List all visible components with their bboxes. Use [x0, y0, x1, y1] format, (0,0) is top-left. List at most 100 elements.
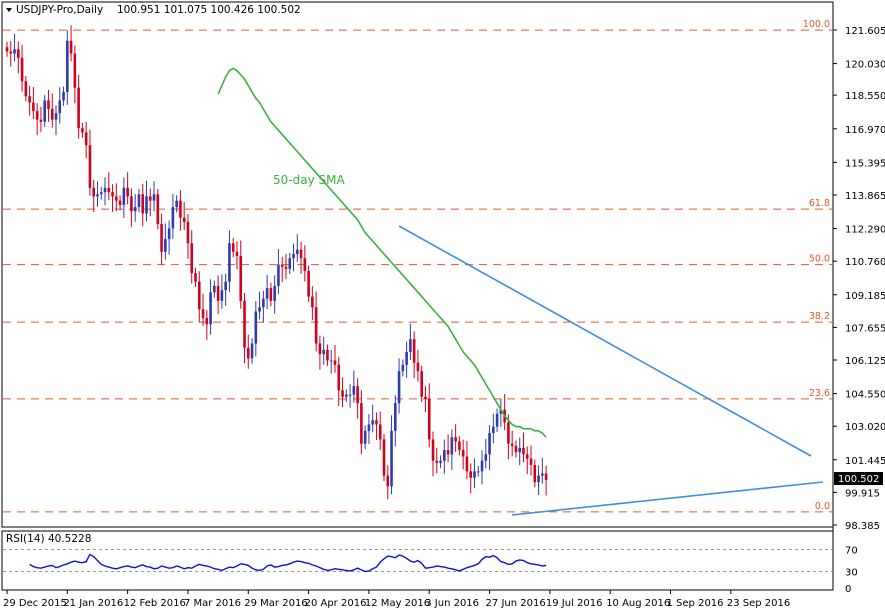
- candle-body: [280, 264, 284, 267]
- candle-body: [265, 288, 269, 299]
- candle-body: [424, 396, 427, 399]
- candle-body: [228, 243, 231, 282]
- candle-body: [446, 450, 450, 455]
- candle-body: [190, 243, 194, 274]
- candle-body: [5, 47, 9, 52]
- candle-body: [514, 445, 518, 453]
- candle-body: [216, 285, 220, 301]
- candle-body: [401, 364, 405, 372]
- candle-body: [337, 364, 341, 391]
- fib-level-label: 61.8: [809, 198, 830, 209]
- candle-body: [164, 239, 167, 252]
- candle-body: [292, 253, 295, 259]
- candle-body: [213, 285, 216, 293]
- candle-body: [92, 187, 96, 197]
- candle-body: [420, 371, 423, 397]
- candle-body: [533, 464, 537, 483]
- candle-body: [295, 249, 299, 254]
- price-tick-label: 107.655: [845, 323, 885, 334]
- date-tick-label: 29 Mar 2016: [244, 598, 307, 609]
- candle-body: [32, 102, 35, 112]
- date-tick-label: 12 May 2016: [365, 598, 430, 609]
- price-tick-label: 104.550: [845, 390, 885, 401]
- candle-body: [231, 243, 235, 252]
- candle-body: [341, 390, 344, 397]
- candle-body: [148, 196, 152, 201]
- candle-body: [186, 221, 190, 244]
- candle-body: [544, 473, 548, 480]
- date-tick-label: 27 Jun 2016: [486, 598, 546, 609]
- date-tick-label: 21 Jan 2016: [63, 598, 123, 609]
- candle-body: [28, 96, 31, 103]
- candle-body: [371, 420, 374, 425]
- candle-body: [254, 311, 258, 344]
- candle-body: [156, 194, 160, 225]
- ascending-trendline: [511, 481, 824, 516]
- candle-body: [194, 273, 197, 282]
- rsi-level-lines: [3, 549, 832, 572]
- candle-body: [329, 360, 333, 362]
- ohlc-values: 100.951 101.075 100.426 100.502: [117, 4, 301, 16]
- date-tick-label: 10 Aug 2016: [606, 598, 670, 609]
- price-tick-label: 121.605: [845, 26, 885, 37]
- candle-body: [103, 187, 107, 193]
- price-tick-label: 110.760: [845, 257, 885, 268]
- rsi-tick-label: 70: [845, 546, 858, 557]
- candle-body: [152, 194, 156, 201]
- candle-body: [386, 475, 390, 487]
- symbol-label: USDJPY-Pro,Daily: [16, 4, 103, 16]
- price-tick-label: 98.385: [845, 521, 880, 532]
- date-tick-label: 1 Sep 2016: [667, 598, 724, 609]
- candle-body: [397, 371, 401, 404]
- fib-level-label: 0.0: [815, 501, 830, 512]
- candle-body: [269, 288, 273, 301]
- candle-body: [66, 40, 69, 92]
- candle-body: [284, 266, 288, 269]
- candle-body: [35, 111, 39, 120]
- candle-body: [367, 424, 371, 431]
- candle-body: [209, 292, 212, 325]
- sma-50-line: [217, 67, 547, 438]
- candle-body: [118, 200, 122, 205]
- candle-body: [182, 217, 186, 222]
- candle-body: [326, 349, 329, 361]
- price-tick-label: 99.915: [845, 488, 880, 499]
- price-tick-label: 103.020: [845, 422, 885, 433]
- candle-body: [458, 441, 461, 451]
- candle-body: [314, 307, 318, 344]
- candle-body: [299, 249, 303, 259]
- candle-body: [141, 194, 145, 214]
- candle-body: [352, 386, 356, 395]
- candle-body: [454, 437, 457, 442]
- candle-body: [412, 339, 416, 363]
- candle-body: [488, 433, 491, 455]
- fib-level-label: 50.0: [809, 254, 830, 265]
- candle-body: [77, 87, 80, 129]
- candle-body: [499, 409, 503, 414]
- candle-body: [427, 398, 431, 440]
- candle-body: [288, 258, 292, 269]
- fib-level-label: 23.6: [809, 388, 830, 399]
- candle-body: [73, 53, 77, 88]
- date-tick-label: 3 Jun 2016: [425, 598, 479, 609]
- candle-body: [62, 91, 65, 101]
- candle-body: [20, 57, 24, 82]
- candle-body: [465, 456, 469, 472]
- date-tick-label: 20 Apr 2016: [305, 598, 367, 609]
- candle-body: [107, 187, 111, 193]
- candle-body: [307, 270, 310, 297]
- candle-body: [43, 100, 46, 122]
- candle-body: [224, 281, 227, 291]
- candle-body: [360, 403, 363, 444]
- price-tick-label: 112.290: [845, 225, 885, 236]
- candle-body: [394, 403, 397, 431]
- candle-body: [541, 473, 544, 476]
- price-tick-label: 101.445: [845, 456, 885, 467]
- candle-body: [99, 192, 103, 195]
- candle-body: [262, 298, 265, 308]
- candle-body: [126, 187, 129, 197]
- dropdown-arrow-icon[interactable]: [6, 8, 12, 12]
- rsi-tick-label: 0: [845, 584, 851, 595]
- candle-body: [356, 386, 359, 404]
